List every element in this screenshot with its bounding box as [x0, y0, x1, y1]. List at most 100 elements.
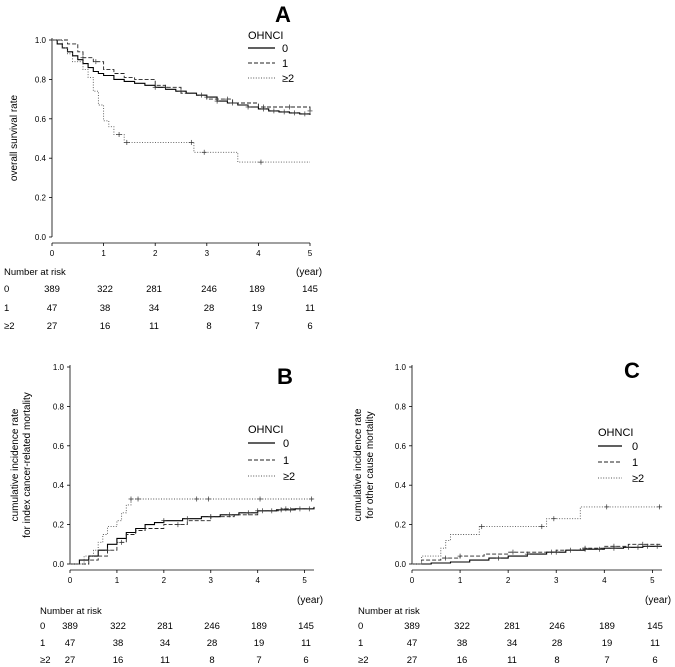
risk-group-label: ≥2 [358, 655, 369, 666]
risk-group-label: ≥2 [4, 321, 15, 332]
risk-value: 11 [305, 303, 315, 314]
risk-value: 246 [549, 621, 565, 632]
risk-group-label: 1 [40, 638, 45, 649]
y-tick-label: 0.4 [35, 154, 47, 163]
risk-value: 11 [507, 655, 517, 666]
legend-label: ≥2 [283, 471, 295, 483]
risk-value: 246 [204, 621, 220, 632]
risk-value: 38 [113, 638, 124, 649]
x-tick-label: 3 [209, 576, 214, 585]
x-tick-label: 1 [115, 576, 120, 585]
panel-letter: C [624, 358, 640, 383]
y-tick-label: 0.8 [53, 402, 65, 411]
risk-value: 11 [160, 655, 170, 666]
y-axis-label: cumulative incidence rate [353, 408, 364, 521]
panel-letter: A [275, 2, 291, 27]
risk-value: 27 [407, 655, 418, 666]
series-line-0 [412, 545, 662, 565]
risk-value: 27 [65, 655, 76, 666]
x-tick-label: 0 [68, 576, 73, 585]
risk-value: 145 [302, 284, 318, 295]
risk-value: 16 [457, 655, 468, 666]
risk-value: 145 [647, 621, 663, 632]
risk-value: 189 [251, 621, 267, 632]
risk-value: 11 [650, 638, 660, 649]
risk-value: 28 [552, 638, 563, 649]
y-tick-label: 1.0 [53, 363, 65, 372]
y-tick-label: 0.0 [53, 560, 65, 569]
series-line-ge2 [70, 498, 314, 565]
risk-value: 6 [303, 655, 308, 666]
legend-title: OHNCI [598, 427, 633, 439]
y-tick-label: 0.2 [53, 521, 65, 530]
series-line-1 [52, 39, 311, 111]
y-tick-label: 0.6 [53, 442, 65, 451]
risk-value: 8 [209, 655, 214, 666]
risk-value: 389 [404, 621, 420, 632]
series-line-ge2 [412, 506, 662, 565]
risk-group-label: 0 [358, 621, 363, 632]
x-tick-label: 5 [302, 576, 307, 585]
series-line-0 [70, 506, 315, 565]
x-tick-label: 2 [162, 576, 167, 585]
series-line-ge2 [52, 39, 310, 163]
risk-value: 19 [252, 303, 263, 314]
y-axis-label: overall survival rate [9, 94, 20, 181]
risk-table-title: Number at risk [4, 267, 66, 278]
risk-value: 28 [207, 638, 218, 649]
x-tick-label: 2 [153, 249, 158, 258]
series-line-1 [70, 508, 314, 565]
risk-value: 189 [599, 621, 615, 632]
legend-label: ≥2 [632, 473, 644, 485]
risk-value: 6 [652, 655, 657, 666]
risk-value: 34 [149, 303, 160, 314]
risk-value: 38 [457, 638, 468, 649]
risk-value: 8 [554, 655, 559, 666]
x-tick-label: 0 [410, 576, 415, 585]
risk-value: 322 [97, 284, 113, 295]
x-tick-label: 5 [650, 576, 655, 585]
legend-title: OHNCI [248, 30, 283, 42]
risk-group-label: ≥2 [40, 655, 51, 666]
y-tick-label: 0.6 [395, 442, 407, 451]
risk-value: 34 [160, 638, 171, 649]
legend-title: OHNCI [248, 424, 283, 436]
x-tick-label: 1 [458, 576, 463, 585]
y-tick-label: 0.4 [395, 481, 407, 490]
x-tick-label: 3 [205, 249, 210, 258]
risk-value: 281 [504, 621, 520, 632]
legend-label: 0 [282, 43, 288, 55]
x-tick-label: 1 [101, 249, 106, 258]
risk-value: 19 [254, 638, 265, 649]
risk-value: 145 [298, 621, 314, 632]
risk-group-label: 0 [4, 284, 9, 295]
risk-value: 11 [301, 638, 311, 649]
x-axis-label: (year) [645, 595, 671, 606]
y-tick-label: 0.2 [35, 194, 47, 203]
x-tick-label: 4 [602, 576, 607, 585]
risk-value: 34 [507, 638, 518, 649]
risk-value: 47 [407, 638, 418, 649]
y-tick-label: 0.0 [395, 560, 407, 569]
legend-label: 1 [282, 58, 288, 70]
x-tick-label: 5 [308, 249, 313, 258]
risk-value: 27 [47, 321, 58, 332]
x-tick-label: 2 [506, 576, 511, 585]
y-tick-label: 1.0 [35, 36, 47, 45]
risk-value: 8 [206, 321, 211, 332]
risk-value: 322 [454, 621, 470, 632]
y-axis-label: for other cause mortality [365, 411, 376, 518]
legend-label: ≥2 [282, 73, 294, 85]
y-tick-label: 0.8 [395, 402, 407, 411]
risk-value: 281 [146, 284, 162, 295]
x-tick-label: 0 [50, 249, 55, 258]
risk-value: 7 [254, 321, 259, 332]
risk-value: 322 [110, 621, 126, 632]
risk-value: 38 [100, 303, 111, 314]
risk-value: 246 [201, 284, 217, 295]
x-tick-label: 3 [554, 576, 559, 585]
legend-label: 0 [632, 441, 638, 453]
